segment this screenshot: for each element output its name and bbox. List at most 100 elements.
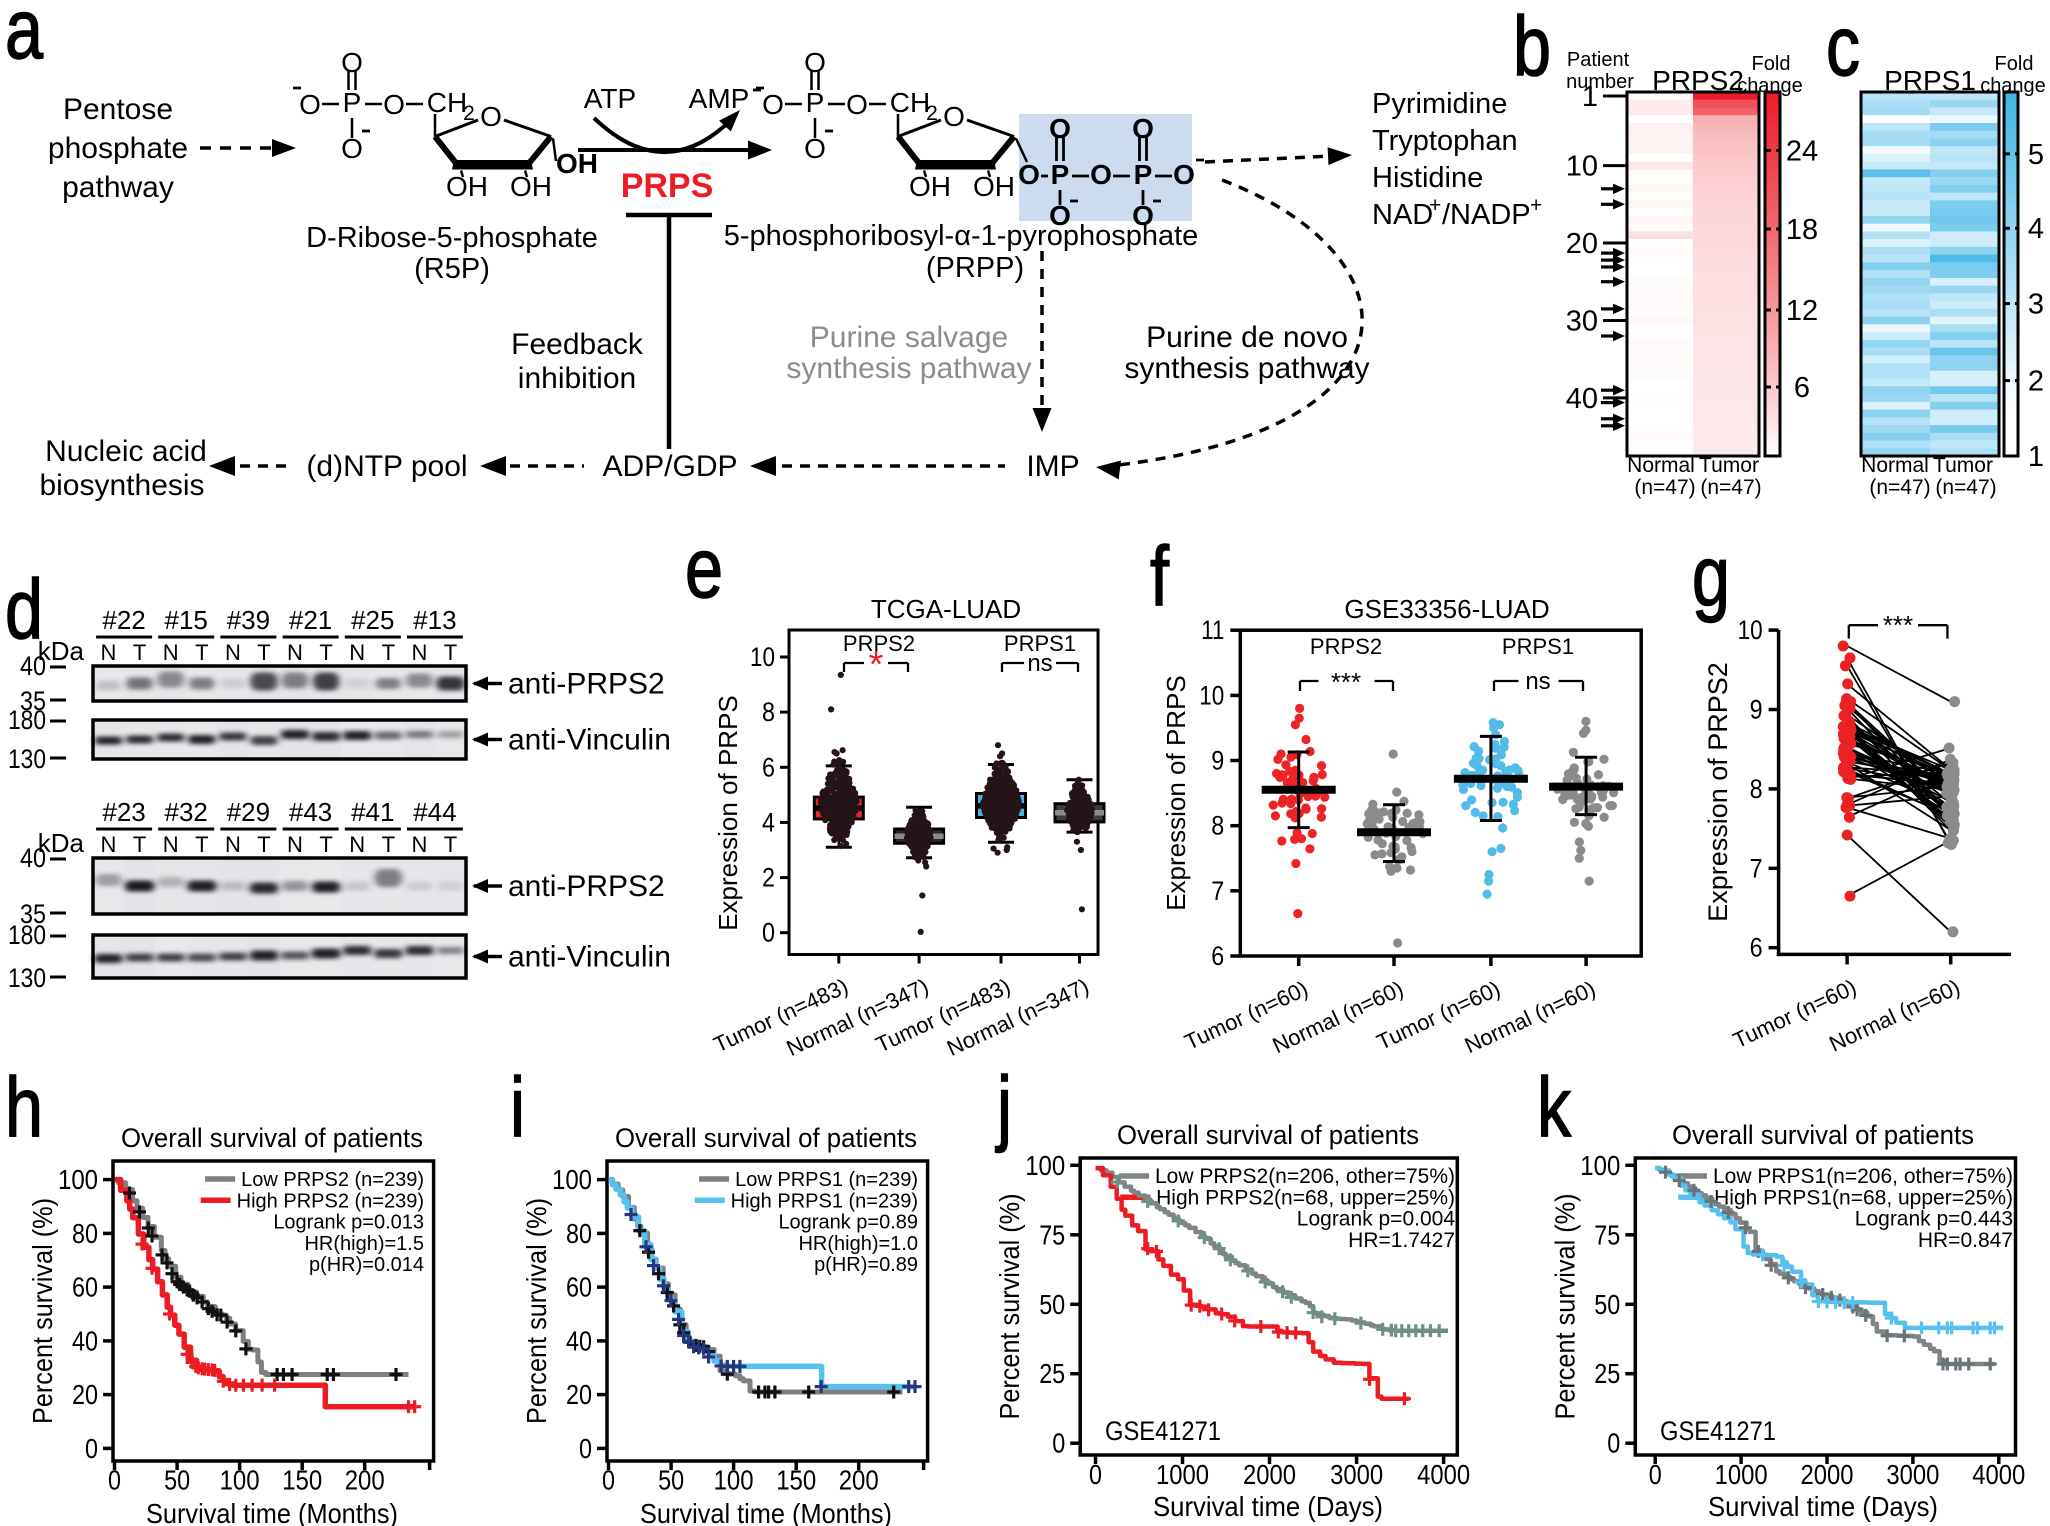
svg-text:HR(high)=1.0: HR(high)=1.0 <box>798 1233 918 1255</box>
svg-text:5-phosphoribosyl-α-1-pyrophosp: 5-phosphoribosyl-α-1-pyrophosphate <box>724 220 1199 252</box>
svg-text:#13: #13 <box>413 605 456 635</box>
svg-text:Feedback: Feedback <box>511 328 644 361</box>
svg-text:Low PRPS2(n=206, other=75%): Low PRPS2(n=206, other=75%) <box>1155 1165 1455 1188</box>
svg-text:1: 1 <box>2028 441 2044 473</box>
svg-text:Nucleic acid: Nucleic acid <box>45 435 207 468</box>
svg-text:T: T <box>319 832 332 857</box>
svg-text:e: e <box>685 521 723 615</box>
svg-text:CH: CH <box>427 87 467 118</box>
svg-text:O: O <box>1173 159 1195 190</box>
svg-text:2: 2 <box>926 102 938 125</box>
svg-text:20: 20 <box>1566 228 1598 260</box>
svg-text:(n=47): (n=47) <box>1700 476 1761 499</box>
svg-text:#41: #41 <box>351 797 394 827</box>
svg-text:0: 0 <box>602 1465 615 1496</box>
svg-text:N: N <box>163 640 179 665</box>
svg-text:Logrank p=0.89: Logrank p=0.89 <box>778 1212 918 1234</box>
svg-text:+: + <box>1429 194 1441 217</box>
svg-text:#22: #22 <box>102 605 145 635</box>
svg-text:Tumor: Tumor <box>1699 454 1759 477</box>
svg-text:Logrank p=0.004: Logrank p=0.004 <box>1297 1208 1456 1231</box>
svg-text:Tumor: Tumor <box>1933 454 1993 477</box>
svg-text:#32: #32 <box>165 797 208 827</box>
svg-text:AMP: AMP <box>689 83 750 114</box>
svg-text:Logrank p=0.013: Logrank p=0.013 <box>273 1212 424 1234</box>
svg-text:80: 80 <box>566 1218 592 1249</box>
svg-text:#43: #43 <box>289 797 332 827</box>
svg-text:130: 130 <box>8 744 46 774</box>
svg-text:9: 9 <box>1211 746 1224 776</box>
svg-text:D-Ribose-5-phosphate: D-Ribose-5-phosphate <box>306 222 598 254</box>
svg-text:3000: 3000 <box>1330 1459 1383 1490</box>
svg-text:N: N <box>101 832 117 857</box>
svg-text:35: 35 <box>20 686 46 716</box>
svg-text:number: number <box>1566 71 1634 93</box>
svg-text:4: 4 <box>2028 213 2044 245</box>
svg-text:O: O <box>383 89 405 120</box>
svg-text:11: 11 <box>1201 615 1224 645</box>
svg-text:25: 25 <box>1039 1358 1065 1389</box>
svg-text:0: 0 <box>579 1433 592 1464</box>
svg-text:Purine de novo: Purine de novo <box>1146 321 1348 354</box>
svg-text:10: 10 <box>1738 615 1763 645</box>
svg-text:O: O <box>804 133 826 164</box>
svg-text:10: 10 <box>1199 680 1224 710</box>
svg-text:N: N <box>163 832 179 857</box>
svg-text:8: 8 <box>1750 774 1763 804</box>
svg-text:OH: OH <box>556 148 598 179</box>
svg-text:40: 40 <box>1566 383 1598 415</box>
svg-text:ns: ns <box>1525 668 1550 695</box>
svg-text:40: 40 <box>20 843 46 873</box>
svg-text:O: O <box>762 89 784 120</box>
svg-text:GSE41271: GSE41271 <box>1105 1416 1221 1446</box>
svg-text:N: N <box>349 640 365 665</box>
svg-text:NAD: NAD <box>1372 199 1433 231</box>
svg-text:75: 75 <box>1594 1219 1620 1250</box>
svg-text:Pyrimidine: Pyrimidine <box>1372 88 1507 120</box>
svg-text:(n=47): (n=47) <box>1869 476 1930 499</box>
svg-text:Pentose: Pentose <box>63 93 173 126</box>
svg-text:O: O <box>341 133 363 164</box>
svg-text:T: T <box>195 832 208 857</box>
svg-text:24: 24 <box>1786 136 1818 168</box>
svg-text:O: O <box>1049 113 1071 144</box>
svg-text:anti-PRPS2: anti-PRPS2 <box>508 668 665 701</box>
svg-text:2: 2 <box>463 102 475 125</box>
svg-text:inhibition: inhibition <box>518 362 636 395</box>
svg-text:35: 35 <box>20 899 46 929</box>
svg-text:180: 180 <box>8 920 46 950</box>
svg-text:O: O <box>1132 200 1154 231</box>
svg-text:100: 100 <box>1025 1150 1065 1181</box>
svg-text:T: T <box>444 832 457 857</box>
svg-text:phosphate: phosphate <box>48 132 188 165</box>
svg-text:T: T <box>257 640 270 665</box>
svg-text:Low PRPS2 (n=239): Low PRPS2 (n=239) <box>241 1169 424 1191</box>
svg-text:6: 6 <box>1750 933 1763 963</box>
svg-text:High PRPS2 (n=239): High PRPS2 (n=239) <box>237 1190 424 1212</box>
svg-text:0: 0 <box>1649 1459 1662 1490</box>
svg-text:OH: OH <box>446 171 488 202</box>
svg-text:d: d <box>5 562 43 656</box>
svg-text:N: N <box>411 832 427 857</box>
svg-text:8: 8 <box>762 697 775 727</box>
svg-text:O: O <box>943 101 965 132</box>
svg-text:7: 7 <box>1750 853 1763 883</box>
svg-text:O: O <box>1090 159 1112 190</box>
svg-text:b: b <box>1513 0 1551 93</box>
svg-text:#23: #23 <box>102 797 145 827</box>
svg-text:+: + <box>1530 194 1542 217</box>
svg-text:4000: 4000 <box>1417 1459 1470 1490</box>
svg-text:N: N <box>287 832 303 857</box>
svg-text:130: 130 <box>8 963 46 993</box>
svg-text:P: P <box>806 87 825 118</box>
svg-text:HR=1.7427: HR=1.7427 <box>1348 1229 1455 1252</box>
svg-text:***: *** <box>1883 610 1913 640</box>
svg-text:OH: OH <box>510 171 552 202</box>
svg-text:N: N <box>349 832 365 857</box>
svg-text:Overall survival of patients: Overall survival of patients <box>615 1123 917 1153</box>
svg-text:IMP: IMP <box>1026 450 1079 483</box>
svg-text:Percent survival (%): Percent survival (%) <box>994 1194 1025 1420</box>
svg-text:Low PRPS1 (n=239): Low PRPS1 (n=239) <box>735 1169 918 1191</box>
svg-text:180: 180 <box>8 705 46 735</box>
svg-text:PRPS2: PRPS2 <box>1310 634 1382 659</box>
